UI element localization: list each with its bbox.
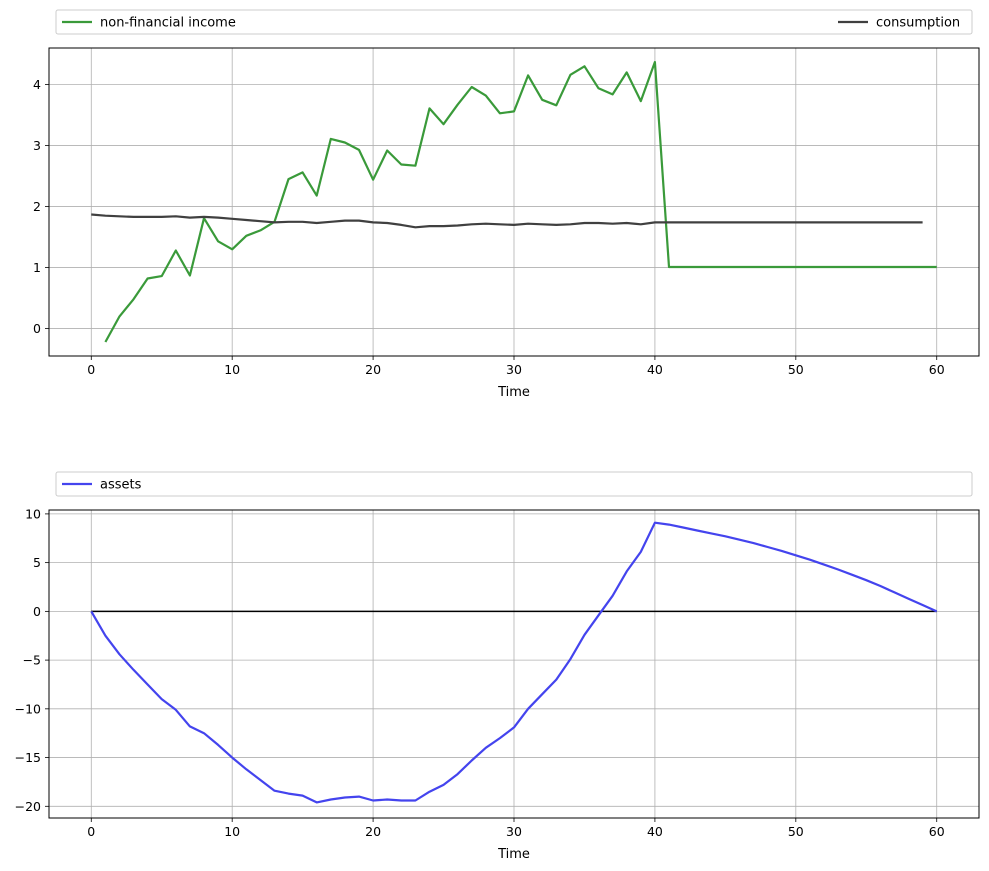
x-tick-label: 50	[788, 824, 804, 839]
assets-panel: assets 0 10 20 30 40 50 60 −20 −15 −10 −5 0 5 10 Tim…	[15, 471, 980, 862]
series-line-consumption	[91, 213, 923, 229]
bottom-legend: assets	[55, 471, 973, 497]
y-tick-label: −10	[15, 701, 41, 716]
series-line-non-financial-income	[104, 60, 937, 343]
bottom-plot-x-axis-label: Time	[497, 847, 530, 862]
series-line-assets	[90, 521, 938, 804]
x-tick-label: 50	[788, 362, 804, 377]
x-tick-label: 0	[87, 362, 95, 377]
x-tick-label: 20	[365, 824, 381, 839]
x-tick-label: 30	[506, 824, 522, 839]
top-legend-frame	[55, 9, 973, 35]
bottom-plot-x-ticks: 0 10 20 30 40 50 60	[87, 818, 945, 839]
x-tick-label: 60	[929, 824, 945, 839]
x-tick-label: 40	[647, 362, 663, 377]
y-tick-label: −20	[15, 799, 41, 814]
legend-label-assets: assets	[100, 478, 142, 493]
x-tick-label: 0	[87, 824, 95, 839]
legend-label-non-financial-income: non-financial income	[100, 16, 236, 31]
x-tick-label: 60	[929, 362, 945, 377]
y-tick-label: 1	[33, 260, 41, 275]
y-tick-label: 4	[33, 77, 41, 92]
bottom-plot-grid	[49, 510, 979, 818]
x-tick-label: 20	[365, 362, 381, 377]
top-plot-series	[91, 60, 937, 343]
bottom-plot-series	[90, 521, 938, 804]
top-plot-x-ticks: 0 10 20 30 40 50 60	[87, 356, 945, 377]
x-tick-label: 10	[224, 824, 240, 839]
y-tick-label: 5	[33, 555, 41, 570]
y-tick-label: −15	[15, 750, 41, 765]
y-tick-label: −5	[23, 653, 41, 668]
top-plot-x-axis-label: Time	[497, 385, 530, 400]
top-legend: non-financial income consumption	[55, 9, 973, 35]
legend-label-consumption: consumption	[876, 16, 960, 31]
x-tick-label: 10	[224, 362, 240, 377]
y-tick-label: 10	[25, 506, 41, 521]
y-tick-label: 3	[33, 138, 41, 153]
x-tick-label: 30	[506, 362, 522, 377]
y-tick-label: 0	[33, 604, 41, 619]
top-plot-grid	[49, 48, 979, 356]
y-tick-label: 2	[33, 199, 41, 214]
y-tick-label: 0	[33, 321, 41, 336]
x-tick-label: 40	[647, 824, 663, 839]
bottom-plot-y-ticks: −20 −15 −10 −5 0 5 10	[15, 506, 49, 814]
bottom-legend-frame	[55, 471, 973, 497]
income-consumption-panel: non-financial income consumption 0 10 20 30…	[33, 9, 980, 400]
top-plot-y-ticks: 0 1 2 3 4	[33, 77, 49, 336]
